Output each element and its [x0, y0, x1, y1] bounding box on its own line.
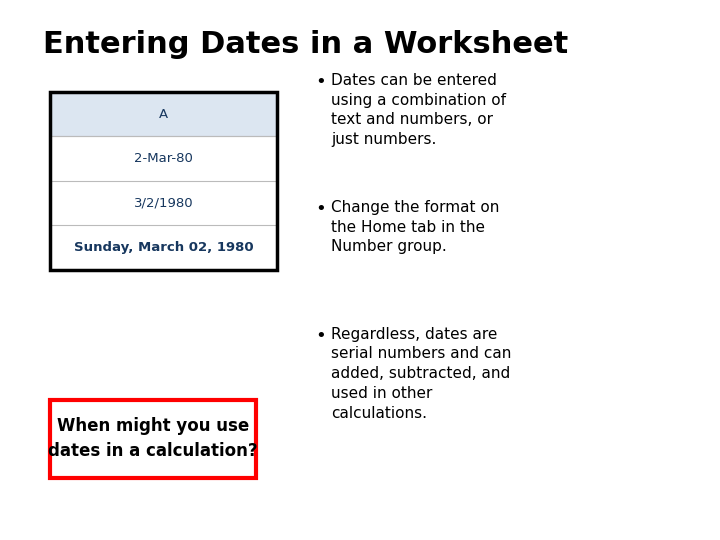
- Bar: [50, 92, 277, 270]
- Text: A: A: [159, 107, 168, 120]
- Text: Sunday, March 02, 1980: Sunday, March 02, 1980: [74, 241, 253, 254]
- Text: •: •: [315, 73, 326, 91]
- Text: •: •: [315, 327, 326, 345]
- Text: 3/2/1980: 3/2/1980: [134, 197, 194, 210]
- Text: Regardless, dates are
serial numbers and can
added, subtracted, and
used in othe: Regardless, dates are serial numbers and…: [331, 327, 512, 421]
- Text: Entering Dates in a Worksheet: Entering Dates in a Worksheet: [43, 30, 569, 59]
- Bar: [50, 400, 256, 478]
- Bar: [50, 92, 277, 136]
- Text: Change the format on
the Home tab in the
Number group.: Change the format on the Home tab in the…: [331, 200, 500, 254]
- Text: 2-Mar-80: 2-Mar-80: [135, 152, 193, 165]
- Text: When might you use
dates in a calculation?: When might you use dates in a calculatio…: [48, 417, 258, 460]
- Text: Dates can be entered
using a combination of
text and numbers, or
just numbers.: Dates can be entered using a combination…: [331, 73, 506, 147]
- Text: •: •: [315, 200, 326, 218]
